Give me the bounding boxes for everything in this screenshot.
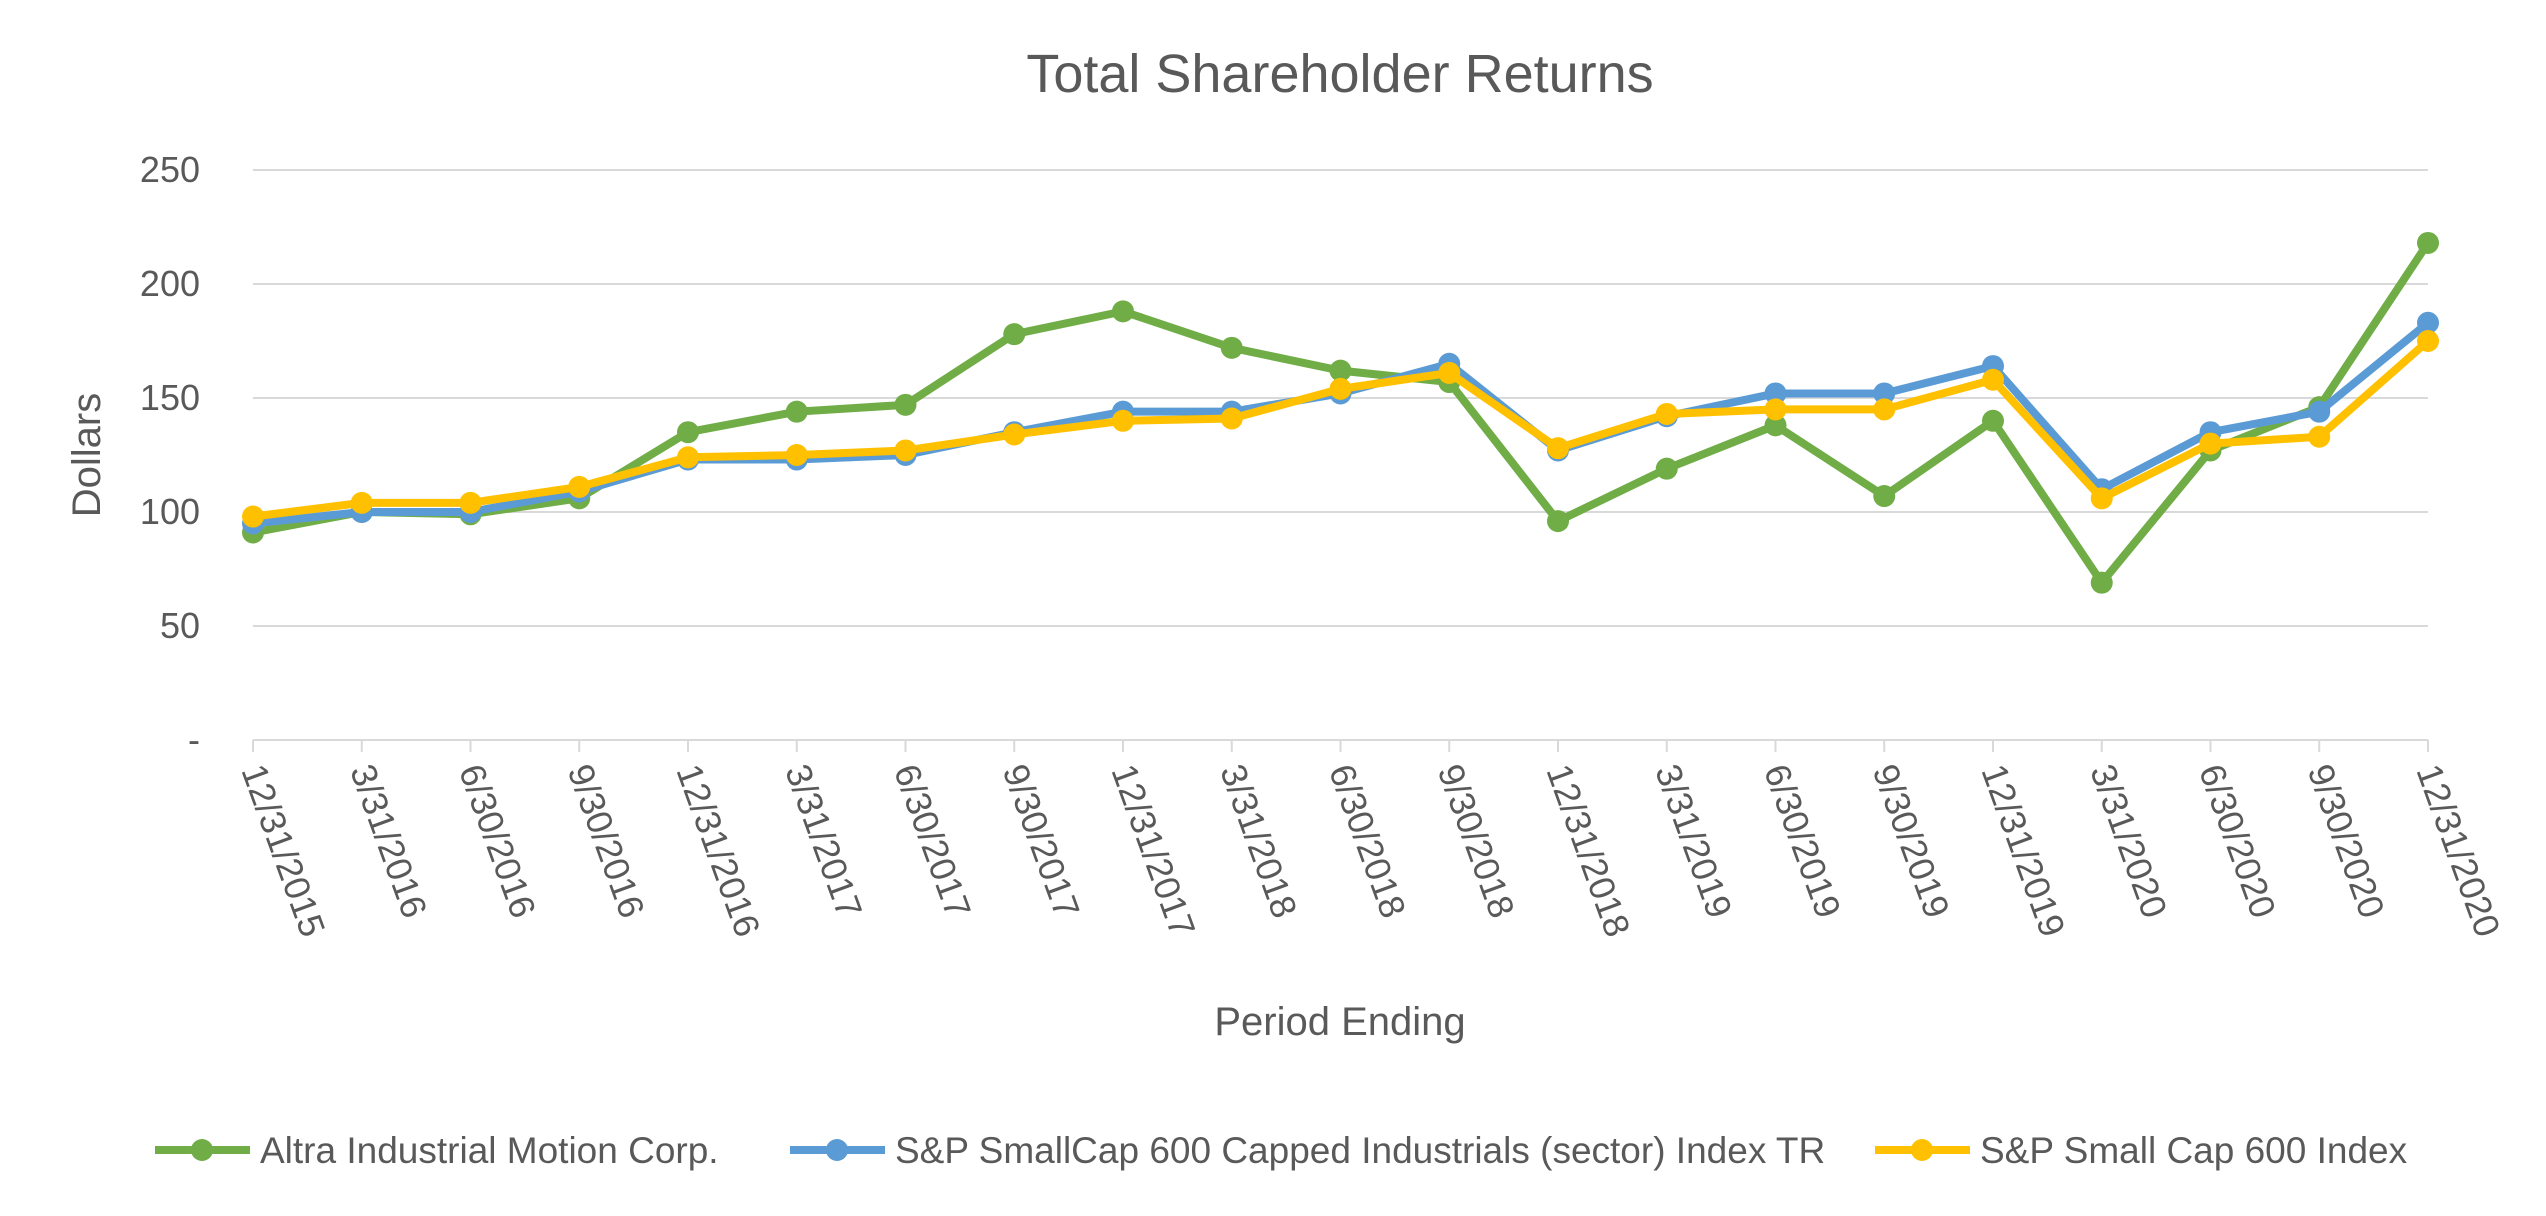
x-tick-label: 3/31/2018 bbox=[1212, 759, 1305, 924]
legend-label: S&P Small Cap 600 Index bbox=[1980, 1130, 2408, 1171]
y-tick-label: - bbox=[188, 719, 200, 760]
data-point bbox=[1873, 485, 1896, 508]
x-tick-label: 6/30/2019 bbox=[1756, 759, 1849, 924]
legend-marker bbox=[826, 1139, 848, 1161]
data-point bbox=[1329, 377, 1352, 400]
chart-title: Total Shareholder Returns bbox=[1026, 44, 1653, 104]
data-point bbox=[1547, 437, 1569, 460]
legend-item: S&P Small Cap 600 Index bbox=[1875, 1130, 2408, 1171]
data-point bbox=[2417, 231, 2439, 254]
data-point bbox=[1438, 361, 1461, 384]
x-tick-label: 12/31/2017 bbox=[1103, 759, 1203, 942]
data-point bbox=[1873, 398, 1896, 421]
data-point bbox=[677, 446, 699, 469]
x-tick-label: 3/31/2017 bbox=[777, 759, 870, 924]
x-axis-title: Period Ending bbox=[1214, 1000, 1465, 1044]
x-tick-label: 9/30/2020 bbox=[2300, 759, 2393, 924]
data-point bbox=[1220, 336, 1243, 359]
data-point bbox=[2090, 487, 2113, 510]
x-tick-label: 6/30/2020 bbox=[2191, 759, 2284, 924]
data-point bbox=[1982, 368, 2004, 391]
data-point bbox=[1003, 323, 1026, 346]
y-tick-label: 50 bbox=[160, 605, 200, 646]
data-point bbox=[785, 444, 808, 466]
series-3 bbox=[242, 330, 2439, 528]
data-point bbox=[350, 491, 373, 514]
data-point bbox=[242, 505, 264, 528]
data-point bbox=[1329, 359, 1352, 382]
legend-label: Altra Industrial Motion Corp. bbox=[260, 1130, 719, 1171]
legend: Altra Industrial Motion Corp. S&P SmallCa… bbox=[155, 1130, 2408, 1171]
y-tick-label: 100 bbox=[140, 491, 200, 532]
data-point bbox=[2090, 571, 2113, 594]
data-point bbox=[2417, 311, 2439, 334]
x-tick-label: 9/30/2016 bbox=[560, 759, 653, 924]
x-tick-label: 12/31/2018 bbox=[1538, 759, 1638, 942]
data-point bbox=[1764, 382, 1787, 405]
data-point bbox=[1655, 402, 1678, 425]
x-tick-label: 6/30/2018 bbox=[1321, 759, 1414, 924]
y-axis-title: Dollars bbox=[65, 393, 109, 517]
y-tick-label: 200 bbox=[140, 263, 200, 304]
x-tick-label: 12/31/2019 bbox=[1973, 759, 2073, 942]
x-tick-label: 3/31/2020 bbox=[2082, 759, 2175, 924]
x-tick-label: 6/30/2016 bbox=[451, 759, 544, 924]
x-tick-label: 3/31/2016 bbox=[342, 759, 435, 924]
data-point bbox=[2199, 432, 2222, 455]
x-tick-labels: 12/31/2015 3/31/2016 6/30/2016 9/30/2016 12/… bbox=[233, 759, 2508, 942]
data-point bbox=[1764, 414, 1787, 437]
legend-item: S&P SmallCap 600 Capped Industrials (sec… bbox=[790, 1130, 1825, 1171]
data-point bbox=[1982, 409, 2004, 432]
series-line bbox=[249, 238, 2432, 587]
data-point bbox=[1764, 398, 1787, 421]
data-point bbox=[677, 421, 699, 444]
x-tick-label: 12/31/2020 bbox=[2408, 759, 2508, 942]
data-point bbox=[1547, 510, 1569, 533]
data-point bbox=[1873, 382, 1896, 405]
data-point bbox=[1112, 300, 1134, 323]
data-point bbox=[894, 439, 917, 462]
series-group bbox=[242, 231, 2439, 594]
data-point bbox=[1112, 409, 1134, 432]
data-point bbox=[2308, 425, 2331, 448]
y-tick-label: 150 bbox=[140, 377, 200, 418]
x-tick-label: 6/30/2017 bbox=[886, 759, 979, 924]
legend-label: S&P SmallCap 600 Capped Industrials (sec… bbox=[895, 1130, 1825, 1171]
x-tick-label: 9/30/2017 bbox=[995, 759, 1088, 924]
data-point bbox=[1655, 457, 1678, 480]
series-1 bbox=[242, 231, 2439, 594]
legend-marker bbox=[191, 1139, 213, 1161]
legend-marker bbox=[1911, 1139, 1933, 1161]
x-tick-label: 12/31/2015 bbox=[233, 759, 333, 942]
data-point bbox=[459, 491, 482, 514]
x-tick-label: 9/30/2018 bbox=[1430, 759, 1523, 924]
data-point bbox=[2417, 330, 2439, 352]
y-tick-label: 250 bbox=[140, 149, 200, 190]
x-tick-label: 3/31/2019 bbox=[1647, 759, 1740, 924]
data-point bbox=[785, 400, 808, 423]
legend-item: Altra Industrial Motion Corp. bbox=[155, 1130, 719, 1171]
x-tick-label: 9/30/2019 bbox=[1865, 759, 1958, 924]
data-point bbox=[894, 393, 917, 416]
x-tick-label: 12/31/2016 bbox=[668, 759, 768, 942]
data-point bbox=[2308, 400, 2331, 423]
x-axis bbox=[252, 739, 2429, 752]
data-point bbox=[1003, 423, 1026, 446]
data-point bbox=[568, 475, 591, 498]
data-point bbox=[1220, 407, 1243, 430]
y-tick-labels: - 50 100 150 200 250 bbox=[140, 149, 200, 760]
